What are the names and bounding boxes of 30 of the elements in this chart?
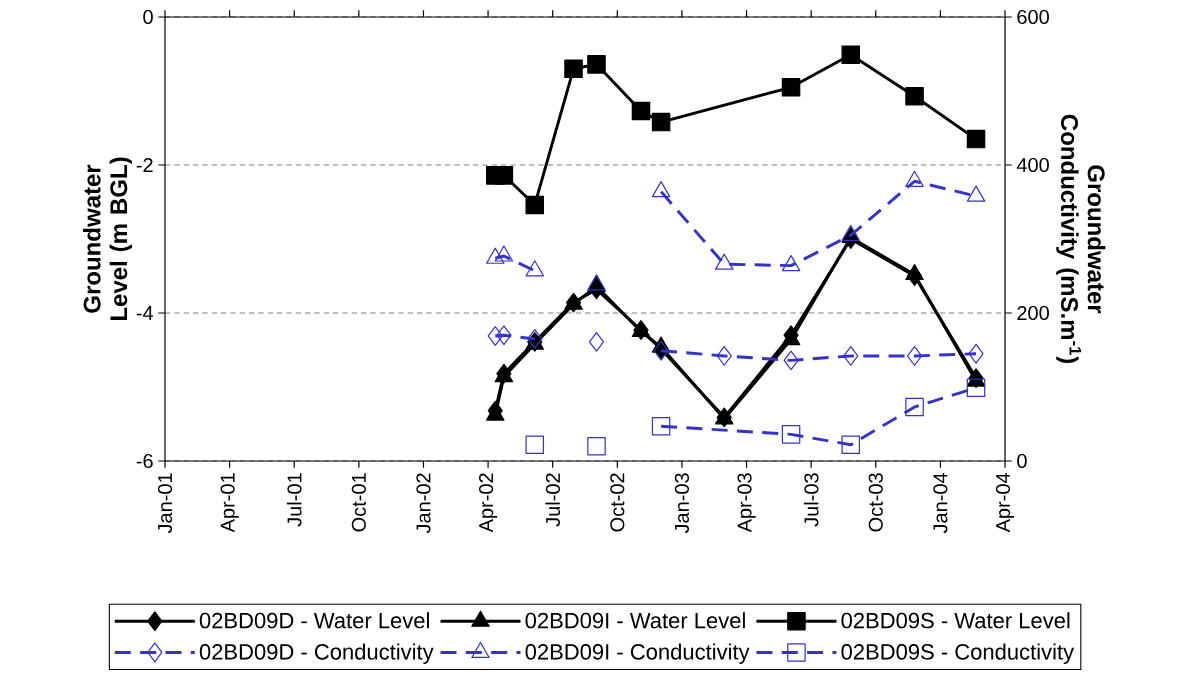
legend-label: 02BD09S - Conductivity [841,643,1075,664]
x-tick-label: Jan-03 [674,473,689,534]
y-tick-label: -6 [136,453,153,469]
y2-axis-title: Groundwater Conductivity (mS.m$^{-1}$) [1056,114,1106,363]
legend-label: 02BD09S - Water Level [841,612,1070,629]
y2-tick-label: 400 [1016,157,1049,173]
x-tick-label: Jul-01 [286,473,302,527]
x-tick-label: Oct-01 [351,473,366,532]
legend-label: 02BD09I - Water Level [525,612,745,629]
legend-label: 02BD09D - Conductivity [199,643,434,664]
x-tick-label: Apr-03 [737,473,756,533]
x-tick-label: Apr-01 [220,473,239,533]
x-tick-label: Oct-03 [868,473,883,532]
x-tick-label: Apr-04 [995,472,1015,533]
x-tick-label: Oct-02 [610,473,625,532]
y-tick-label: 0 [143,9,153,25]
x-tick-label: Apr-02 [479,473,498,533]
y-tick-label: -4 [136,306,154,320]
x-tick-label: Jan-01 [157,473,173,534]
legend-label: 02BD09D - Water Level [199,612,429,629]
x-tick-label: Jul-03 [803,473,819,527]
x-tick-label: Jan-02 [416,473,431,534]
y-tick-label: -2 [136,158,153,172]
y-axis-title: Groundwater Level (m BGL) [82,157,133,321]
x-tick-label: Jul-02 [545,473,561,527]
y2-tick-label: 200 [1017,305,1049,321]
x-tick-label: Jan-04 [933,472,948,534]
y2-tick-label: 0 [1017,453,1027,469]
legend-label: 02BD09I - Conductivity [525,643,750,664]
y2-tick-label: 600 [1017,9,1049,25]
